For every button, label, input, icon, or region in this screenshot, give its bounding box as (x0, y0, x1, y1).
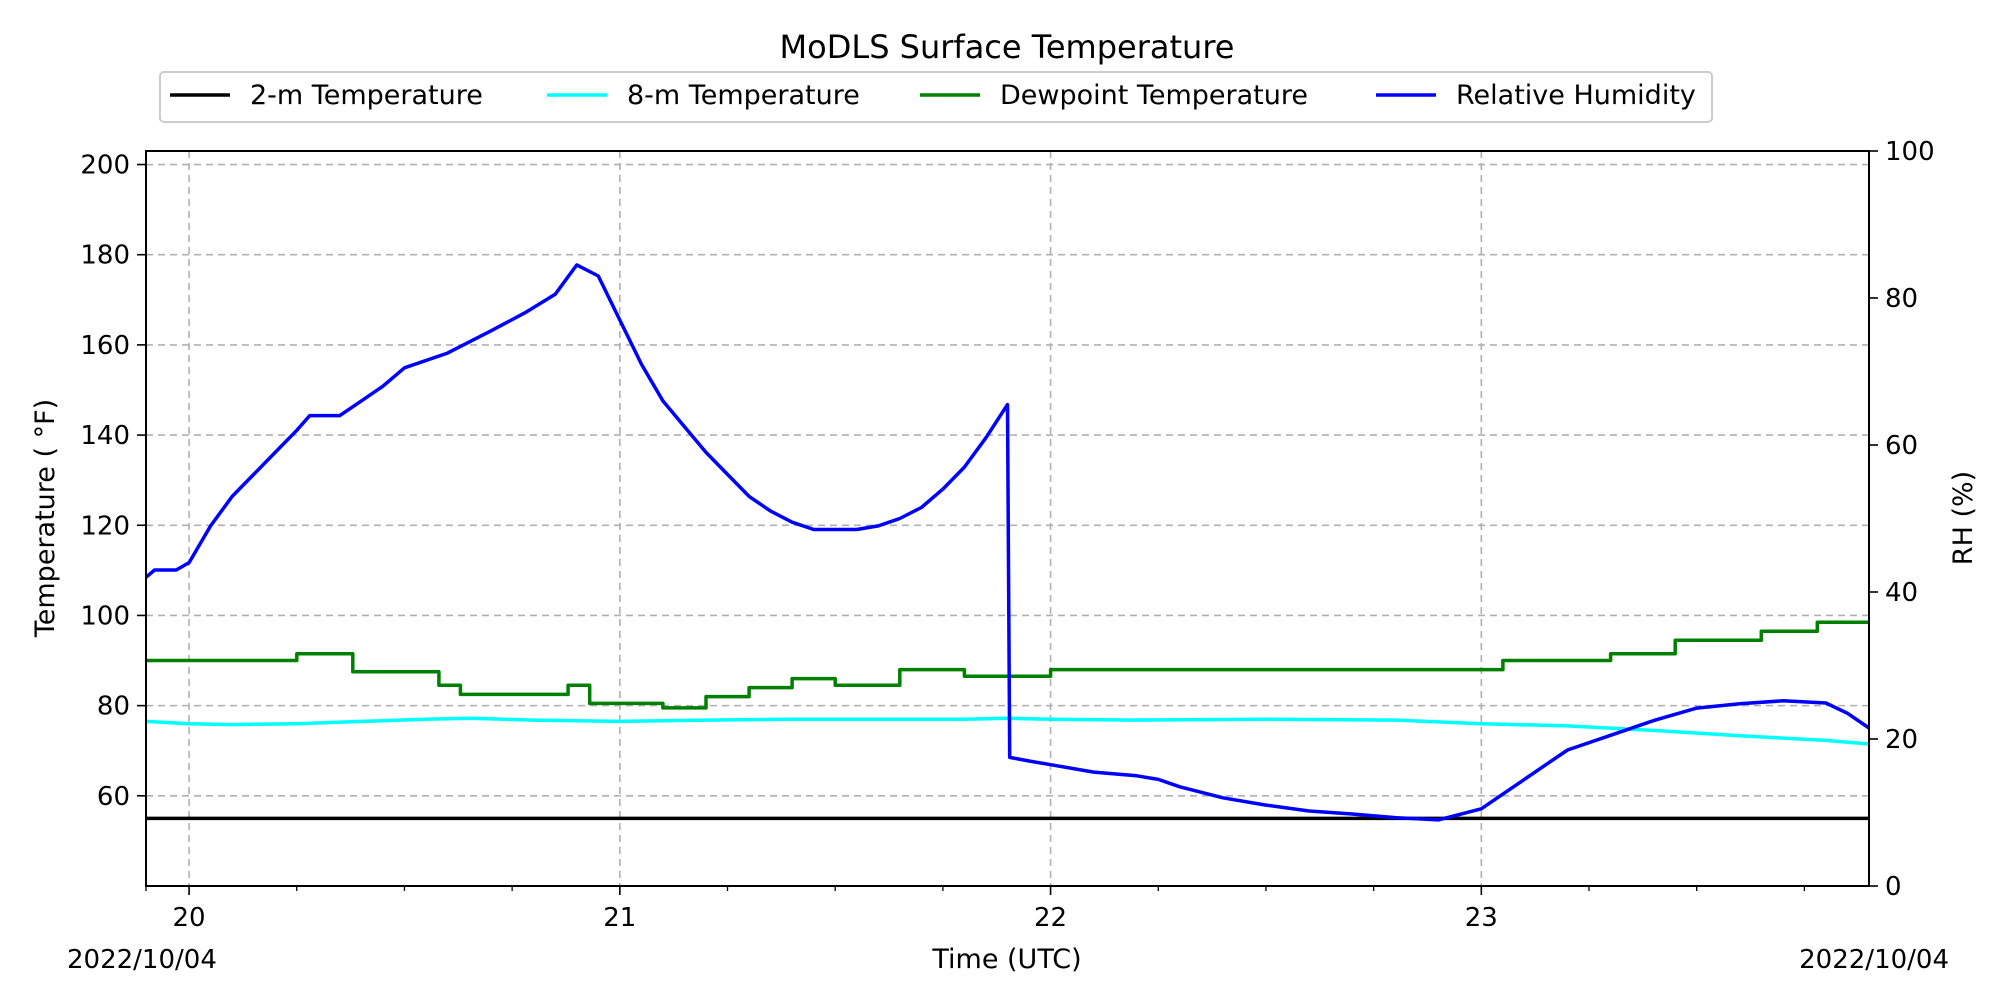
x-axis-ticks: 20 21 22 23 (145, 886, 1806, 933)
legend-label: 8-m Temperature (627, 80, 860, 111)
y2-tick-label: 20 (1885, 725, 1918, 755)
y2-tick-label: 60 (1885, 431, 1918, 461)
plot-lines (144, 263, 1870, 822)
y-axis-ticks: 60 80 100 120 140 160 180 200 (80, 151, 146, 812)
y2-axis-label: RH (%) (1948, 471, 1979, 565)
y-tick-label: 140 (80, 421, 130, 451)
legend-label: Dewpoint Temperature (1000, 80, 1308, 111)
y-tick-label: 120 (80, 511, 130, 541)
y-axis-label: Temperature ( °F) (30, 399, 61, 638)
y-tick-label: 80 (97, 692, 130, 722)
series-line-dewpoint-temperature (146, 620, 1869, 710)
y-tick-label: 160 (80, 331, 130, 361)
x-tick-label: 20 (173, 903, 206, 933)
y2-axis-ticks: 0 20 40 60 80 100 (1869, 137, 1935, 902)
y2-tick-label: 80 (1885, 284, 1918, 314)
legend-label: Relative Humidity (1456, 80, 1696, 111)
x-tick-label: 23 (1465, 903, 1498, 933)
y2-tick-label: 0 (1885, 872, 1902, 902)
legend-label: 2-m Temperature (250, 80, 483, 111)
series-line-relative-humidity (144, 263, 1870, 822)
series-line-8-m-temperature (145, 716, 1870, 746)
date-label-right: 2022/10/04 (1799, 945, 1949, 975)
plot-frame (145, 150, 1870, 887)
legend: 2-m Temperature 8-m Temperature Dewpoint T… (159, 71, 1713, 123)
x-tick-label: 21 (603, 903, 636, 933)
y2-tick-label: 40 (1885, 578, 1918, 608)
x-axis-label: Time (UTC) (931, 944, 1081, 975)
y2-tick-label: 100 (1885, 137, 1935, 167)
y-tick-label: 180 (80, 241, 130, 271)
x-tick-label: 22 (1034, 903, 1067, 933)
y-tick-label: 200 (80, 151, 130, 181)
y-tick-label: 100 (80, 601, 130, 631)
chart-title: MoDLS Surface Temperature (780, 28, 1235, 66)
y-tick-label: 60 (97, 782, 130, 812)
legend-box (159, 71, 1713, 123)
date-label-left: 2022/10/04 (67, 945, 217, 975)
